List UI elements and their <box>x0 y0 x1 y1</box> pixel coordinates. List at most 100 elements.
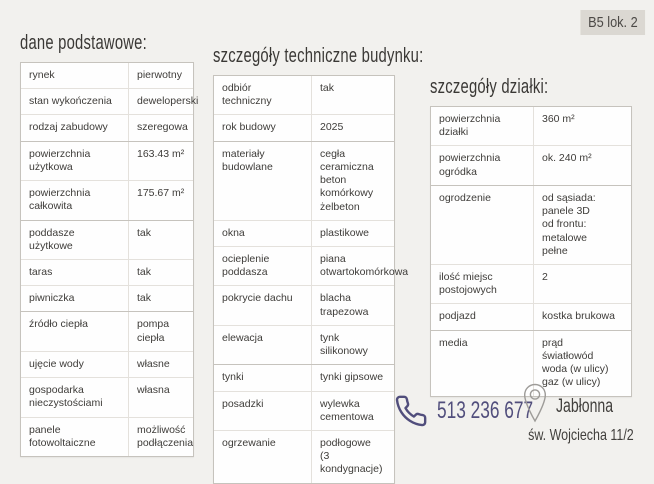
basic-data-table: rynek pierwotny stan wykończenia dewelop… <box>20 62 198 457</box>
row-value: tynk silikonowy <box>320 331 368 358</box>
row-value: wylewka cementowa <box>320 397 374 423</box>
table-group: poddasze użytkowe tak taras tak piwniczk… <box>20 219 194 313</box>
row-label: ogrzewanie <box>214 430 312 483</box>
row-value: tak <box>137 265 152 278</box>
building-tech-title: szczegóły techniczne budynku: <box>213 45 424 67</box>
table-row: materiały budowlane cegła ceramiczna bet… <box>214 141 394 220</box>
table-row: ilość miejsc postojowych 2 <box>431 263 631 304</box>
row-value: własna <box>137 384 170 397</box>
table-row: okna plastikowe <box>214 219 394 246</box>
row-value: 2025 <box>320 121 344 134</box>
plot-details-table: powierzchnia działki 360 m² powierzchnia… <box>430 106 632 397</box>
table-group: ogrodzenie od sąsiada: panele 3D od fron… <box>430 184 632 331</box>
row-label: powierzchnia ogródka <box>431 146 534 185</box>
row-value: piana otwartokomórkowa <box>320 252 409 279</box>
table-row: powierzchnia działki 360 m² <box>431 107 631 146</box>
table-row: rodzaj zabudowy szeregowa <box>21 114 193 141</box>
row-label: media <box>431 330 534 396</box>
table-row: media prąd światłowód woda (w ulicy) gaz… <box>431 330 631 396</box>
table-group: rynek pierwotny stan wykończenia dewelop… <box>20 62 198 142</box>
row-label: ocieplenie poddasza <box>214 246 312 286</box>
row-label: pokrycie dachu <box>214 286 312 325</box>
row-label: gospodarka nieczystościami <box>21 378 129 417</box>
table-row: elewacja tynk silikonowy <box>214 324 394 365</box>
row-value: ok. 240 m² <box>542 152 592 165</box>
row-value: własne <box>137 357 170 370</box>
row-value: blacha trapezowa <box>320 292 369 318</box>
row-value: szeregowa <box>137 121 188 134</box>
row-label: piwniczka <box>21 286 129 312</box>
row-value: plastikowe <box>320 226 370 239</box>
row-label: stan wykończenia <box>21 89 129 115</box>
table-row: pokrycie dachu blacha trapezowa <box>214 285 394 325</box>
row-value: tak <box>137 226 152 239</box>
row-value: 163.43 m² <box>137 147 185 160</box>
street-address: św. Wojciecha 11/2 <box>528 427 634 444</box>
table-row: ogrodzenie od sąsiada: panele 3D od fron… <box>431 185 631 264</box>
row-label: rynek <box>21 63 129 89</box>
table-row: poddasze użytkowe tak <box>21 220 193 259</box>
row-label: powierzchnia użytkowa <box>21 141 129 181</box>
row-label: okna <box>214 220 312 246</box>
row-label: źródło ciepła <box>21 312 129 351</box>
table-group: odbiór techniczny tak rok budowy 2025 <box>213 75 395 142</box>
row-value: pompa ciepła <box>137 318 170 344</box>
row-label: taras <box>21 259 129 286</box>
row-value: tynki gipsowe <box>320 371 384 384</box>
building-tech-table: odbiór techniczny tak rok budowy 2025 ma… <box>213 75 408 484</box>
row-label: rodzaj zabudowy <box>21 115 129 141</box>
row-label: rok budowy <box>214 115 312 141</box>
table-group: materiały budowlane cegła ceramiczna bet… <box>213 140 408 366</box>
row-label: panele fotowoltaiczne <box>21 417 129 456</box>
phone-block: 513 236 677 <box>394 394 570 428</box>
row-value: deweloperski <box>137 95 199 108</box>
row-label: poddasze użytkowe <box>21 220 129 259</box>
unit-badge: B5 lok. 2 <box>580 10 645 35</box>
table-row: powierzchnia użytkowa 163.43 m² <box>21 141 193 181</box>
location-top-row: Jabłonna <box>514 383 642 423</box>
table-group: powierzchnia użytkowa 163.43 m² powierzc… <box>20 140 194 221</box>
row-value: 175.67 m² <box>137 187 185 200</box>
row-value: 2 <box>542 270 548 283</box>
row-value: prąd światłowód woda (w ulicy) gaz (w ul… <box>542 336 609 389</box>
city-name: Jabłonna <box>555 396 614 417</box>
basic-data-title: dane podstawowe: <box>20 32 147 54</box>
row-label: powierzchnia działki <box>431 107 534 146</box>
row-value: tak <box>137 292 152 305</box>
table-row: źródło ciepła pompa ciepła <box>21 312 193 351</box>
row-value: kostka brukowa <box>542 310 615 323</box>
row-label: elewacja <box>214 325 312 365</box>
table-group: powierzchnia działki 360 m² powierzchnia… <box>430 106 632 186</box>
phone-number: 513 236 677 <box>437 397 534 424</box>
row-label: odbiór techniczny <box>214 76 312 115</box>
table-group: źródło ciepła pompa ciepła ujęcie wody w… <box>20 311 194 457</box>
section-basic-data: dane podstawowe: rynek pierwotny stan wy… <box>20 32 198 457</box>
table-row: piwniczka tak <box>21 285 193 312</box>
row-value: cegła ceramiczna beton komórkowy żelbeto… <box>320 147 374 213</box>
table-row: rynek pierwotny <box>21 63 193 89</box>
table-row: rok budowy 2025 <box>214 114 394 141</box>
table-row: podjazd kostka brukowa <box>431 303 631 330</box>
table-row: ogrzewanie podłogowe (3 kondygnacje) <box>214 429 394 483</box>
row-value: od sąsiada: panele 3D od frontu: metalow… <box>542 191 596 257</box>
table-row: odbiór techniczny tak <box>214 76 394 115</box>
table-row: ujęcie wody własne <box>21 350 193 378</box>
phone-icon <box>394 394 428 428</box>
row-value: możliwość podłączenia <box>137 423 194 449</box>
table-group: tynki tynki gipsowe posadzki wylewka cem… <box>213 364 395 484</box>
row-label: tynki <box>214 365 312 391</box>
table-row: gospodarka nieczystościami własna <box>21 377 193 417</box>
table-row: posadzki wylewka cementowa <box>214 390 394 430</box>
row-label: ogrodzenie <box>431 185 534 264</box>
row-label: ilość miejsc postojowych <box>431 264 534 304</box>
row-value: tak <box>320 82 335 94</box>
table-row: stan wykończenia deweloperski <box>21 88 198 115</box>
row-value: podłogowe (3 kondygnacje) <box>320 436 383 476</box>
plot-details-title: szczegóły działki: <box>430 76 549 98</box>
table-row: powierzchnia całkowita 175.67 m² <box>21 180 193 220</box>
location-block: Jabłonna św. Wojciecha 11/2 <box>514 383 642 444</box>
row-label: podjazd <box>431 304 534 330</box>
table-row: panele fotowoltaiczne możliwość podłącze… <box>21 416 193 456</box>
table-row: ocieplenie poddasza piana otwartokomórko… <box>214 245 408 286</box>
row-label: ujęcie wody <box>21 351 129 378</box>
